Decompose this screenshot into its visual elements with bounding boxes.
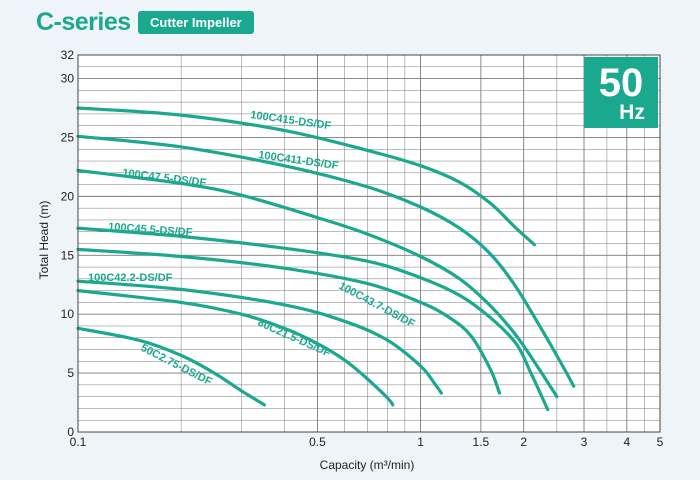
x-tick-label: 1.5 — [473, 435, 490, 449]
curve-100c43-7-ds-df — [76, 247, 502, 395]
x-tick-label: 0.1 — [70, 435, 87, 449]
x-tick-label: 1 — [417, 435, 424, 449]
curves — [76, 106, 576, 412]
x-tick-label: 5 — [657, 435, 664, 449]
plot-frame — [77, 54, 661, 433]
frequency-value: 50 — [599, 61, 644, 105]
y-tick-label: 25 — [61, 130, 75, 144]
curve-100c47-5-ds-df — [76, 168, 559, 399]
curve-100c45-5-ds-df — [76, 226, 550, 412]
y-tick-label: 30 — [61, 72, 75, 86]
y-tick-label: 0 — [67, 425, 74, 439]
curve-label: 100C45.5-DS/DF — [108, 221, 193, 239]
series-title: C-series — [36, 8, 131, 36]
x-tick-label: 2 — [520, 435, 527, 449]
curve-50c2-75-ds-df — [76, 326, 266, 407]
frequency-unit: Hz — [619, 101, 645, 124]
x-tick-label: 0.5 — [309, 435, 326, 449]
tick-labels: 0 5 10 15 20 25 30 32 0.1 0.5 1 1.5 2 3 4 5 — [61, 48, 664, 449]
curve-label: 100C42.2-DS/DF — [88, 272, 173, 284]
curve-80c21-5-ds-df — [76, 289, 395, 407]
curve-100c415-ds-df — [76, 106, 536, 247]
y-tick-label: 10 — [61, 307, 75, 321]
impeller-badge: Cutter Impeller — [138, 11, 254, 34]
x-axis-title: Capacity (m³/min) — [320, 458, 415, 472]
x-tick-label: 3 — [581, 435, 588, 449]
frequency-badge: 50 Hz — [584, 57, 658, 128]
frequency-badge-box — [584, 57, 658, 128]
x-tick-label: 4 — [623, 435, 630, 449]
y-axis-title: Total Head (m) — [37, 201, 51, 280]
curve-100c42-2-ds-df — [76, 279, 443, 395]
y-tick-label: 5 — [67, 366, 74, 380]
y-tick-label: 32 — [61, 48, 75, 62]
y-tick-label: 15 — [61, 248, 75, 262]
curve-100c411-ds-df — [76, 134, 576, 388]
y-tick-label: 20 — [61, 189, 75, 203]
